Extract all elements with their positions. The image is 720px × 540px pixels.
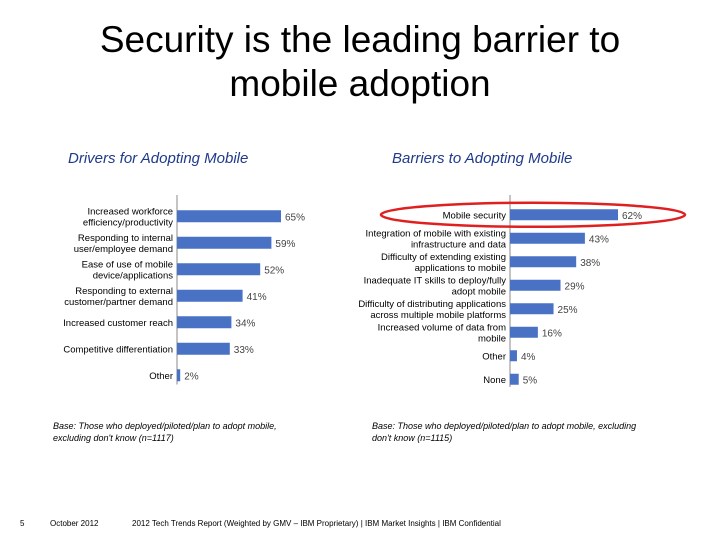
drivers-value-label: 59%	[275, 239, 295, 250]
drivers-category-label: Responding to internal user/employee dema…	[74, 233, 173, 255]
barriers-value-label: 29%	[565, 281, 585, 292]
barriers-category-label: Integration of mobile with existing infra…	[366, 228, 507, 250]
barriers-value-label: 43%	[589, 234, 609, 245]
barriers-value-label: 62%	[622, 211, 642, 222]
barriers-category-label: Difficulty of distributing applications a…	[358, 299, 506, 321]
drivers-bar	[177, 210, 281, 223]
drivers-category-label: Increased customer reach	[63, 318, 173, 329]
drivers-category-label: Ease of use of mobile device/applications	[82, 259, 174, 281]
drivers-value-label: 34%	[235, 318, 255, 329]
drivers-bar	[177, 289, 243, 302]
barriers-value-label: 38%	[580, 258, 600, 269]
drivers-value-label: 52%	[264, 265, 284, 276]
drivers-bar	[177, 369, 181, 382]
drivers-base-note: Base: Those who deployed/piloted/plan to…	[53, 421, 277, 443]
footer-report-source: 2012 Tech Trends Report (Weighted by GMV…	[132, 519, 501, 528]
drivers-value-label: 2%	[184, 371, 199, 382]
barriers-bar	[510, 350, 517, 362]
footer-date: October 2012	[50, 519, 99, 528]
barriers-bar	[510, 279, 561, 291]
barriers-value-label: 4%	[521, 352, 536, 363]
slide-title-line-2: mobile adoption	[229, 63, 491, 104]
barriers-category-label: Other	[482, 351, 506, 362]
drivers-value-label: 65%	[285, 212, 305, 223]
drivers-bar	[177, 236, 272, 249]
barriers-value-label: 5%	[523, 375, 538, 386]
barriers-value-label: 16%	[542, 328, 562, 339]
barriers-bar-chart: 62% Mobile security 43% Integration of mobi…	[358, 195, 687, 387]
barriers-bar	[510, 373, 519, 385]
drivers-value-label: 41%	[247, 292, 267, 303]
barriers-value-label: 25%	[558, 305, 578, 316]
barriers-category-label: None	[483, 375, 506, 386]
barriers-bar	[510, 209, 618, 221]
barriers-category-label: Inadequate IT skills to deploy/fully adop…	[364, 275, 507, 297]
slide-title-line-1: Security is the leading barrier to	[99, 19, 621, 60]
drivers-bar	[177, 263, 261, 276]
drivers-bar	[177, 342, 230, 355]
drivers-category-label: Competitive differentiation	[63, 344, 173, 355]
drivers-bar	[177, 316, 232, 329]
drivers-value-label: 33%	[234, 345, 254, 356]
slide-title: Security is the leading barrier to mobil…	[0, 18, 720, 106]
barriers-chart-heading: Barriers to Adopting Mobile	[392, 150, 573, 167]
barriers-base-note: Base: Those who deployed/piloted/plan to…	[372, 421, 637, 443]
drivers-category-label: Increased workforce efficiency/productivi…	[83, 206, 173, 228]
barriers-category-label: Difficulty of extending existing applicat…	[381, 252, 506, 274]
drivers-chart-heading: Drivers for Adopting Mobile	[68, 150, 249, 167]
barriers-bar	[510, 256, 577, 268]
drivers-bar-chart: 65% Increased workforce efficiency/product…	[63, 195, 305, 385]
drivers-category-label: Other	[149, 371, 173, 382]
barriers-highlight-ellipse	[379, 201, 687, 228]
page-number: 5	[20, 519, 25, 528]
barriers-bar	[510, 232, 585, 244]
barriers-bar	[510, 326, 538, 338]
barriers-category-label: Increased volume of data from mobile	[378, 322, 506, 344]
drivers-category-label: Responding to external customer/partner d…	[64, 286, 173, 308]
barriers-bar	[510, 303, 554, 315]
barriers-category-label: Mobile security	[443, 210, 507, 221]
